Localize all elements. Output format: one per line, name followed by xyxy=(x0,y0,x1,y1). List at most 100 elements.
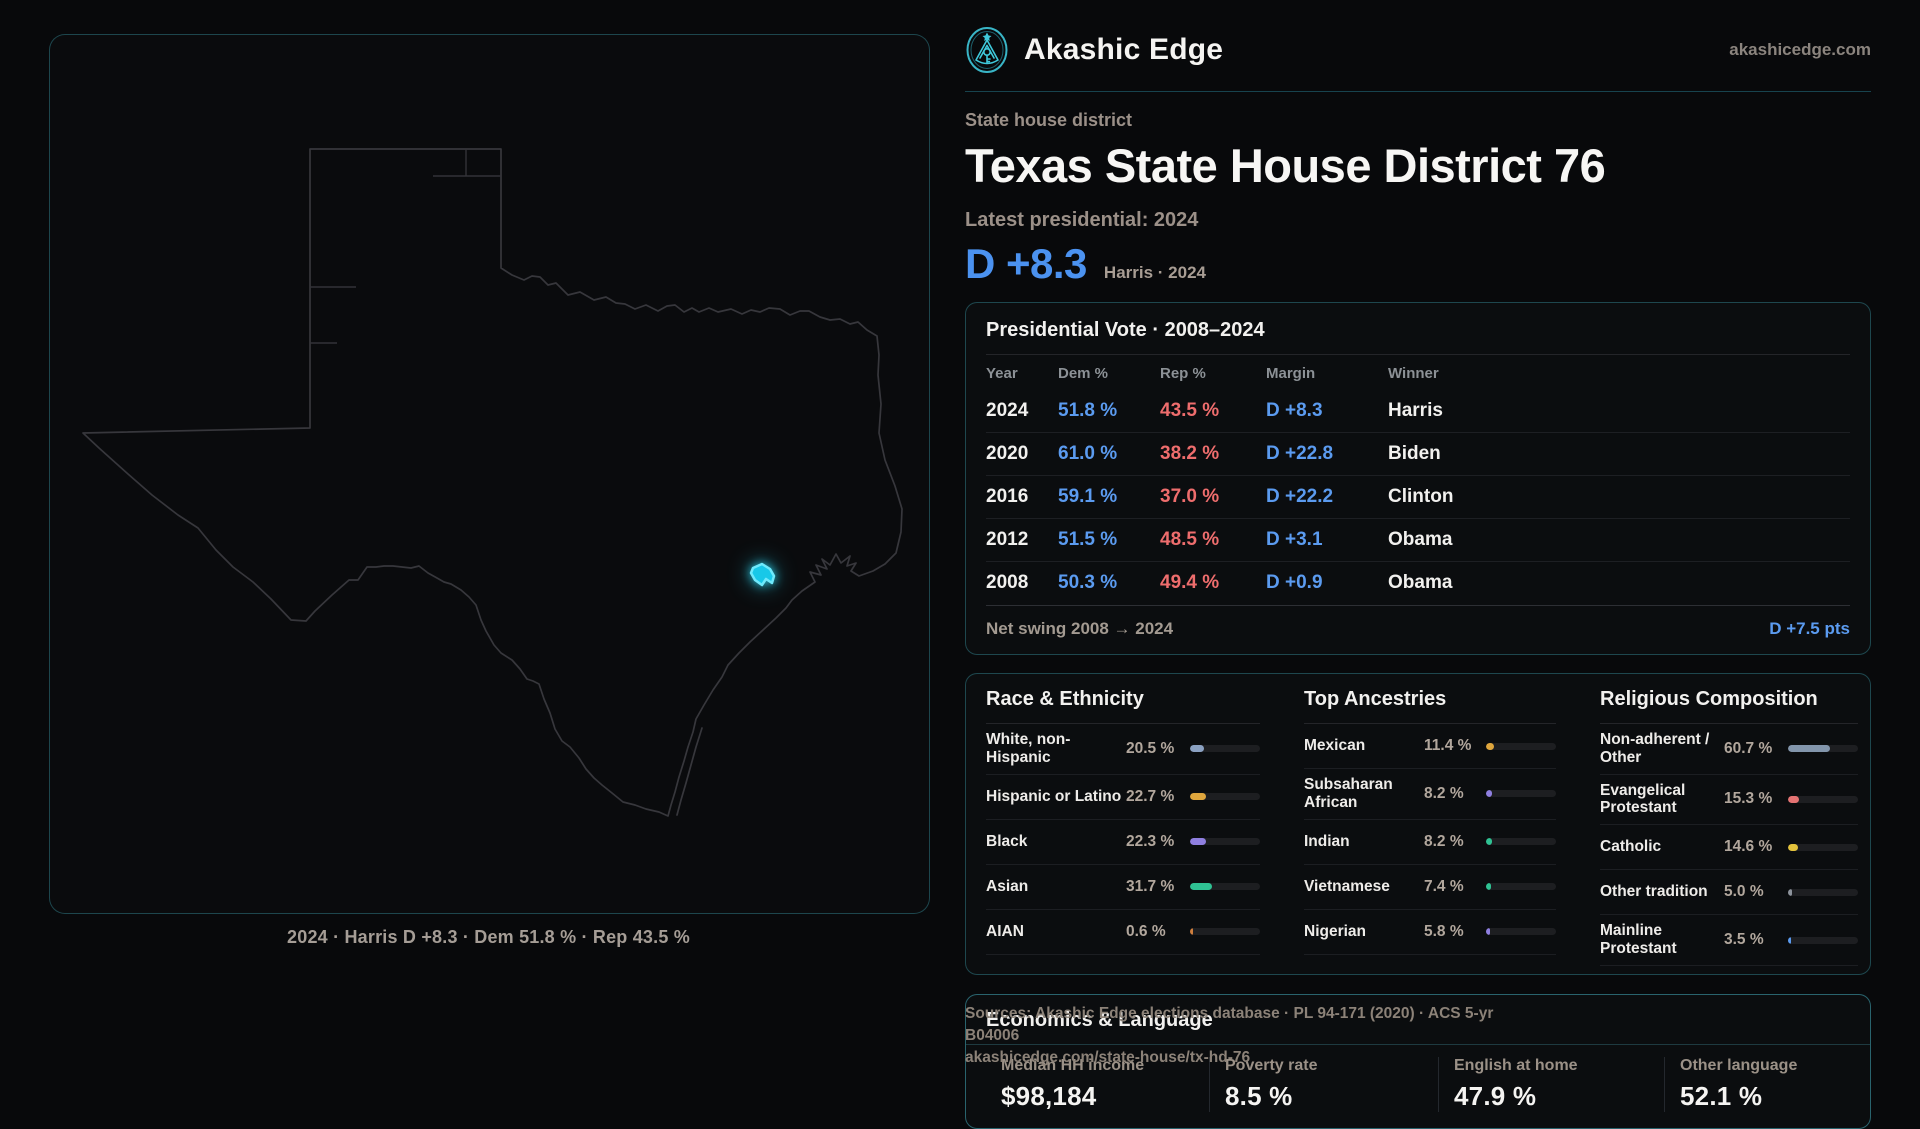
cell-margin: D +8.3 xyxy=(1266,400,1323,421)
cell-margin: D +22.8 xyxy=(1266,443,1334,464)
cell-rep: 43.5 % xyxy=(1160,400,1220,421)
detail-column: Akashic Edge akashicedge.com State house… xyxy=(965,0,1871,1129)
demo-row: Catholic 14.6 % xyxy=(1600,825,1858,871)
stat-cell: Poverty rate 8.5 % xyxy=(1209,1056,1438,1112)
cell-margin: D +0.9 xyxy=(1266,572,1323,593)
demo-row: Subsaharan African 8.2 % xyxy=(1304,769,1556,820)
demo-label: Vietnamese xyxy=(1304,877,1390,895)
site-domain-link[interactable]: akashicedge.com xyxy=(1729,40,1871,59)
panel-title: Top Ancestries xyxy=(1304,688,1447,710)
col-dem: Dem % xyxy=(1058,365,1109,382)
divider xyxy=(1304,723,1556,724)
stat-label: Other language xyxy=(1680,1056,1798,1074)
demo-label: Indian xyxy=(1304,832,1350,850)
cell-dem: 59.1 % xyxy=(1058,486,1118,507)
cell-dem: 50.3 % xyxy=(1058,572,1118,593)
economics-language-panel: Economics & Language Median HH income $98… xyxy=(965,993,1871,1129)
headline-margin: D +8.3 Harris · 2024 xyxy=(965,240,1871,288)
stat-value: $98,184 xyxy=(1001,1080,1097,1111)
table-row: 2016 59.1 % 37.0 % D +22.2 Clinton xyxy=(986,475,1850,518)
demo-label: Other tradition xyxy=(1600,883,1708,901)
cell-rep: 37.0 % xyxy=(1160,486,1220,507)
divider xyxy=(986,354,1850,355)
divider xyxy=(1600,723,1858,724)
demo-row: Indian 8.2 % xyxy=(1304,820,1556,865)
demo-label: White, non-Hispanic xyxy=(986,731,1071,766)
panel-title: Economics & Language xyxy=(986,1008,1213,1031)
stat-label: English at home xyxy=(1454,1056,1578,1074)
table-body: 2024 51.8 % 43.5 % D +8.3 Harris 2020 61.0 % 38… xyxy=(986,390,1850,604)
race-ethnicity-column: Race & Ethnicity White, non-Hispanic 20.5 … xyxy=(986,688,1260,966)
demo-label: Black xyxy=(986,832,1028,850)
demo-bar-fill xyxy=(1788,795,1799,803)
cell-margin: D +3.1 xyxy=(1266,529,1323,550)
demo-row: Asian 31.7 % xyxy=(986,865,1260,910)
divider xyxy=(986,723,1260,724)
demo-bar-track xyxy=(1486,790,1556,798)
demo-label: AIAN xyxy=(986,922,1024,940)
demo-value: 20.5 % xyxy=(1126,739,1175,757)
demographics-panel: Race & Ethnicity White, non-Hispanic 20.5 … xyxy=(965,673,1871,975)
religious-composition-column: Religious Composition Non-adherent / Othe… xyxy=(1600,688,1858,966)
economics-stats-row: Median HH income $98,184 Poverty rate 8.5 %… xyxy=(966,1045,1870,1128)
texas-outline xyxy=(82,148,903,817)
texas-map xyxy=(82,148,903,817)
barrier-island-line xyxy=(676,727,703,816)
demo-bar-track xyxy=(1190,883,1260,891)
demo-bar-fill xyxy=(1788,888,1792,896)
page-title: Texas State House District 76 xyxy=(965,139,1606,192)
stat-cell: English at home 47.9 % xyxy=(1438,1056,1664,1112)
stat-label: Median HH income xyxy=(1001,1056,1145,1074)
demo-bar-track xyxy=(1190,928,1260,936)
net-swing-value: D +7.5 pts xyxy=(1769,619,1850,638)
panel-title: Presidential Vote · 2008–2024 xyxy=(986,319,1265,341)
demo-label: Asian xyxy=(986,877,1029,895)
demo-label: Evangelical Protestant xyxy=(1600,781,1686,817)
brand-name: Akashic Edge xyxy=(1024,33,1224,66)
demo-row: Black 22.3 % xyxy=(986,820,1260,865)
panhandle-boundary-lines xyxy=(310,149,501,344)
demo-value: 11.4 % xyxy=(1424,737,1472,754)
demo-bar-fill xyxy=(1788,843,1799,851)
panel-title: Religious Composition xyxy=(1600,688,1818,710)
divider xyxy=(966,1043,1870,1045)
panel-title: Race & Ethnicity xyxy=(986,688,1144,710)
demo-bar-track xyxy=(1486,928,1556,936)
demo-row: AIAN 0.6 % xyxy=(986,910,1260,955)
demo-label: Non-adherent / Other xyxy=(1600,731,1710,766)
demo-bar-fill xyxy=(1788,936,1791,944)
demo-bar-fill xyxy=(1190,745,1205,753)
demo-row: Mexican 11.4 % xyxy=(1304,724,1556,769)
cell-rep: 49.4 % xyxy=(1160,572,1220,593)
margin-value: D +8.3 xyxy=(965,240,1087,287)
demo-bar-fill xyxy=(1486,928,1491,936)
district-76-shape[interactable] xyxy=(749,562,776,587)
stat-value: 8.5 % xyxy=(1225,1080,1293,1111)
demo-bar-fill xyxy=(1190,793,1206,801)
demo-bar-track xyxy=(1788,936,1858,944)
table-row: 2024 51.8 % 43.5 % D +8.3 Harris xyxy=(986,390,1850,432)
demo-bar-track xyxy=(1190,838,1260,846)
cell-winner: Biden xyxy=(1388,443,1441,464)
demo-bar-track xyxy=(1486,742,1556,750)
cell-winner: Obama xyxy=(1388,529,1453,550)
cell-year: 2008 xyxy=(986,572,1029,593)
demo-value: 60.7 % xyxy=(1724,739,1773,757)
demo-label: Mainline Protestant xyxy=(1600,922,1677,958)
cell-winner: Harris xyxy=(1388,400,1443,421)
table-row: 2008 50.3 % 49.4 % D +0.9 Obama xyxy=(986,561,1850,604)
demo-label: Nigerian xyxy=(1304,922,1367,940)
cell-rep: 48.5 % xyxy=(1160,529,1220,550)
demo-value: 22.7 % xyxy=(1126,787,1175,805)
district-map-panel xyxy=(49,34,930,914)
stat-value: 47.9 % xyxy=(1454,1080,1537,1111)
demo-value: 14.6 % xyxy=(1724,838,1773,856)
cell-winner: Clinton xyxy=(1388,486,1454,507)
margin-note: Harris · 2024 xyxy=(1103,263,1206,282)
col-rep: Rep % xyxy=(1160,365,1206,382)
table-row: 2020 61.0 % 38.2 % D +22.8 Biden xyxy=(986,432,1850,475)
demo-bar-fill xyxy=(1190,838,1206,846)
cell-year: 2020 xyxy=(986,443,1029,464)
demo-bar-fill xyxy=(1486,883,1492,891)
top-ancestries-column: Top Ancestries Mexican 11.4 % Subsaharan Af… xyxy=(1304,688,1556,966)
